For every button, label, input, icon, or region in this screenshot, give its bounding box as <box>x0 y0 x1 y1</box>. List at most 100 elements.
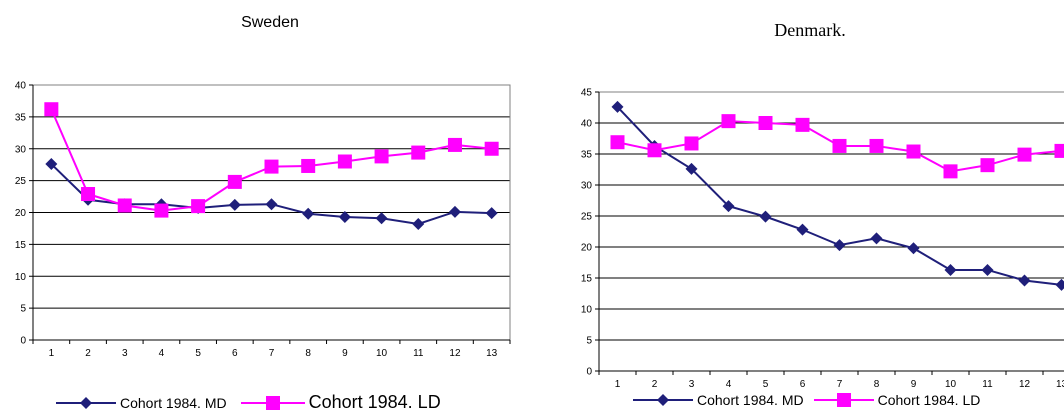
data-point-ld <box>684 136 699 151</box>
data-point-md <box>1055 278 1064 291</box>
y-tick-label: 0 <box>20 336 26 347</box>
y-tick-label: 20 <box>15 208 27 219</box>
x-tick-label: 11 <box>982 379 993 390</box>
denmark-chart-title: Denmark. <box>774 20 846 40</box>
legend-item-md: Cohort 1984. MD <box>56 395 227 411</box>
x-tick-label: 12 <box>449 348 461 359</box>
x-tick-label: 10 <box>376 348 388 359</box>
data-point-ld <box>154 203 169 218</box>
sweden-chart-title: Sweden <box>241 14 299 31</box>
data-point-md <box>833 239 846 252</box>
data-point-ld <box>943 164 958 179</box>
x-tick-label: 5 <box>195 348 201 359</box>
ld-legend-swatch <box>240 395 305 410</box>
data-point-md <box>448 205 461 218</box>
legend-item-ld: Cohort 1984. LD <box>813 392 980 408</box>
data-point-ld <box>374 149 389 164</box>
data-point-md <box>412 217 425 230</box>
x-tick-label: 2 <box>85 348 91 359</box>
denmark-legend: Cohort 1984. MD Cohort 1984. LD <box>633 392 980 408</box>
x-tick-label: 5 <box>763 379 769 390</box>
data-point-md <box>944 263 957 276</box>
x-tick-label: 7 <box>269 348 275 359</box>
y-tick-label: 40 <box>581 119 593 130</box>
data-point-md <box>981 263 994 276</box>
md-legend-swatch <box>56 396 116 409</box>
data-point-md <box>228 198 241 211</box>
y-tick-label: 40 <box>15 81 27 92</box>
x-tick-label: 8 <box>874 379 880 390</box>
data-point-ld <box>647 143 662 158</box>
data-point-ld <box>721 114 736 129</box>
legend-label-md: Cohort 1984. MD <box>120 394 227 411</box>
y-tick-label: 5 <box>20 304 26 315</box>
y-tick-label: 30 <box>581 181 593 192</box>
data-point-md <box>759 210 772 223</box>
data-point-ld <box>191 199 206 214</box>
data-point-ld <box>1054 143 1064 158</box>
data-point-md <box>485 207 498 220</box>
x-tick-label: 7 <box>837 379 843 390</box>
x-tick-label: 9 <box>342 348 348 359</box>
data-point-ld <box>795 117 810 132</box>
x-tick-label: 2 <box>652 379 658 390</box>
data-point-ld <box>1017 147 1032 162</box>
x-tick-label: 10 <box>945 379 957 390</box>
legend-label-ld: Cohort 1984. LD <box>308 392 441 412</box>
data-point-ld <box>832 138 847 153</box>
data-point-md <box>870 232 883 245</box>
data-point-md <box>611 100 624 113</box>
data-point-ld <box>869 138 884 153</box>
x-tick-label: 3 <box>122 348 128 359</box>
y-tick-label: 15 <box>15 240 27 251</box>
data-point-md <box>722 200 735 213</box>
y-tick-label: 35 <box>15 112 27 123</box>
y-tick-label: 0 <box>586 367 592 378</box>
data-point-ld <box>337 154 352 169</box>
x-tick-label: 6 <box>232 348 238 359</box>
data-point-ld <box>264 159 279 174</box>
x-tick-label: 4 <box>159 348 165 359</box>
data-point-ld <box>980 158 995 173</box>
data-point-ld <box>906 144 921 159</box>
data-point-ld <box>610 135 625 150</box>
data-point-ld <box>758 116 773 130</box>
md-legend-swatch <box>633 394 693 406</box>
x-tick-label: 13 <box>486 348 498 359</box>
data-point-ld <box>411 145 426 160</box>
y-tick-label: 30 <box>15 144 27 155</box>
x-tick-label: 1 <box>615 379 621 390</box>
x-tick-label: 9 <box>911 379 917 390</box>
data-point-md <box>45 158 58 171</box>
sweden-legend: Cohort 1984. MD Cohort 1984. LD <box>56 392 441 413</box>
data-point-ld <box>81 187 96 202</box>
data-point-ld <box>44 102 59 117</box>
legend-item-md: Cohort 1984. MD <box>633 392 804 408</box>
data-point-md <box>1018 274 1031 287</box>
plot-area-border <box>598 91 1064 372</box>
y-tick-label: 15 <box>581 274 593 285</box>
data-point-md <box>907 242 920 255</box>
y-tick-label: 10 <box>581 305 593 316</box>
legend-label-md: Cohort 1984. MD <box>697 392 804 408</box>
x-tick-label: 13 <box>1056 379 1064 390</box>
data-point-ld <box>447 137 462 152</box>
x-tick-label: 1 <box>49 348 55 359</box>
y-tick-label: 20 <box>581 243 593 254</box>
x-tick-label: 3 <box>689 379 695 390</box>
x-tick-label: 11 <box>413 348 424 359</box>
data-point-md <box>685 162 698 175</box>
x-tick-label: 6 <box>800 379 806 390</box>
y-tick-label: 35 <box>581 150 593 161</box>
data-point-md <box>338 210 351 223</box>
data-point-md <box>265 198 278 211</box>
data-point-ld <box>484 141 499 156</box>
series-line-md <box>616 106 1062 286</box>
y-tick-label: 25 <box>581 212 593 223</box>
data-point-ld <box>117 198 132 213</box>
x-tick-label: 8 <box>305 348 311 359</box>
y-tick-label: 25 <box>15 176 27 187</box>
data-point-md <box>302 207 315 220</box>
